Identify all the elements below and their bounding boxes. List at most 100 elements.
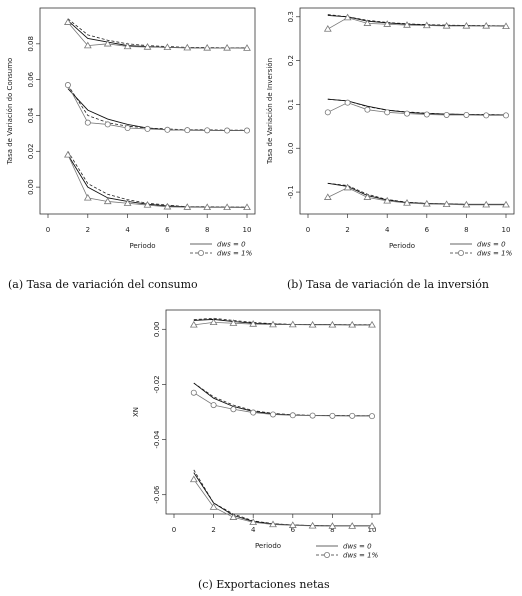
circle-marker: [124, 125, 131, 132]
circle-marker: [368, 413, 375, 420]
y-tick-label: 0.0: [287, 143, 295, 154]
triangle-marker: [343, 13, 352, 21]
triangle-marker: [368, 522, 376, 529]
triangle-marker: [462, 200, 471, 208]
circle-marker: [344, 99, 351, 106]
triangle-marker: [223, 203, 231, 211]
circle-marker: [64, 82, 71, 89]
series-band-3: [64, 150, 251, 211]
y-tick-label: -0.06: [153, 485, 161, 504]
triangle-marker: [343, 183, 352, 191]
circle-marker: [483, 112, 490, 119]
series-band-2: [64, 82, 250, 134]
caption-exportaciones: (c) Exportaciones netas: [198, 578, 330, 591]
solid-line: [327, 98, 506, 116]
y-axis-label: XN: [132, 407, 140, 417]
triangle-marker: [123, 199, 132, 206]
legend-label: dws = 0: [217, 241, 246, 249]
triangle-marker: [209, 503, 218, 510]
y-axis-label: Tasa de Variación de Inversión: [266, 58, 274, 165]
triangle-marker: [229, 319, 238, 326]
circle-marker: [269, 411, 276, 418]
triangle-marker: [103, 39, 112, 47]
circle-marker: [289, 412, 296, 419]
circle-marker: [210, 402, 217, 409]
x-tick-label: 6: [291, 526, 296, 534]
triangle-marker: [189, 320, 198, 328]
triangle-marker: [249, 320, 258, 327]
triangle-marker: [442, 21, 451, 29]
triangle-marker: [209, 318, 218, 326]
x-tick-label: 4: [385, 226, 390, 234]
triangle-marker: [64, 18, 72, 25]
circle-marker: [329, 412, 336, 419]
series-band-1: [323, 13, 510, 32]
x-axis-label: Periodo: [389, 242, 415, 250]
circle-marker: [403, 110, 410, 117]
y-tick-label: 0.08: [27, 36, 35, 52]
y-tick-label: -0.02: [153, 375, 161, 393]
x-tick-label: 10: [243, 226, 252, 234]
triangle-marker: [183, 43, 192, 51]
triangle-marker: [348, 522, 357, 529]
triangle-marker: [462, 21, 471, 29]
y-tick-label: 0.06: [27, 71, 35, 87]
chart-exportaciones: 0 2 4 6 8 10 0.00 -0.02 -0.04 -0.06 Periodo XN dws =…: [132, 309, 381, 560]
plot-frame: [299, 7, 515, 215]
y-tick-label: 0.2: [287, 55, 295, 66]
x-tick-label: 8: [464, 226, 468, 234]
circle-marker: [164, 126, 171, 133]
x-axis-label: Periodo: [129, 242, 155, 250]
circle-marker: [144, 125, 151, 132]
triangle-marker: [482, 200, 491, 208]
triangle-marker: [103, 197, 112, 205]
legend-circle-icon: [197, 249, 204, 256]
triangle-marker: [383, 20, 392, 27]
chart-consumo: 0 2 4 6 8 10 0.00 0.02 0.04 0.06 0.08 Periodo Tasa d…: [6, 7, 256, 258]
series-band-3: [189, 469, 376, 529]
triangle-marker: [348, 320, 357, 328]
x-tick-label: 4: [251, 526, 256, 534]
caption-consumo: (a) Tasa de variación del consumo: [8, 278, 198, 291]
legend-label: dws = 1%: [477, 250, 513, 258]
dashed-line-upper: [327, 182, 506, 205]
y-tick-label: 0.04: [27, 107, 35, 123]
triangle-marker: [308, 521, 317, 529]
x-tick-label: 10: [368, 526, 377, 534]
circle-marker: [224, 127, 231, 134]
triangle-marker: [502, 22, 510, 30]
plot-frame: [165, 309, 381, 515]
circle-marker: [463, 111, 470, 118]
x-tick-label: 2: [345, 226, 349, 234]
legend-label: dws = 1%: [217, 250, 253, 258]
marker-line: [67, 22, 248, 49]
x-tick-label: 0: [46, 226, 50, 234]
y-tick-label: 0.00: [27, 179, 35, 195]
solid-line: [193, 472, 372, 527]
y-tick-label: -0.04: [153, 430, 161, 449]
marker-line: [327, 187, 506, 206]
marker-line: [67, 154, 247, 208]
triangle-marker: [229, 513, 238, 520]
triangle-marker: [143, 43, 152, 50]
triangle-marker: [422, 21, 431, 29]
series-band-2: [190, 382, 375, 420]
solid-line: [67, 20, 248, 49]
y-tick-label: -0.1: [287, 185, 295, 199]
legend-label: dws = 1%: [343, 552, 379, 560]
x-tick-label: 2: [211, 526, 215, 534]
circle-marker: [230, 406, 237, 413]
y-tick-label: 0.02: [27, 144, 35, 160]
x-tick-label: 6: [165, 226, 170, 234]
triangle-marker: [328, 522, 337, 529]
circle-marker: [309, 412, 316, 419]
triangle-marker: [403, 199, 411, 206]
triangle-marker: [83, 193, 92, 201]
triangle-marker: [403, 21, 411, 28]
circle-marker: [349, 412, 356, 419]
triangle-marker: [482, 21, 491, 29]
circle-marker: [104, 121, 111, 128]
